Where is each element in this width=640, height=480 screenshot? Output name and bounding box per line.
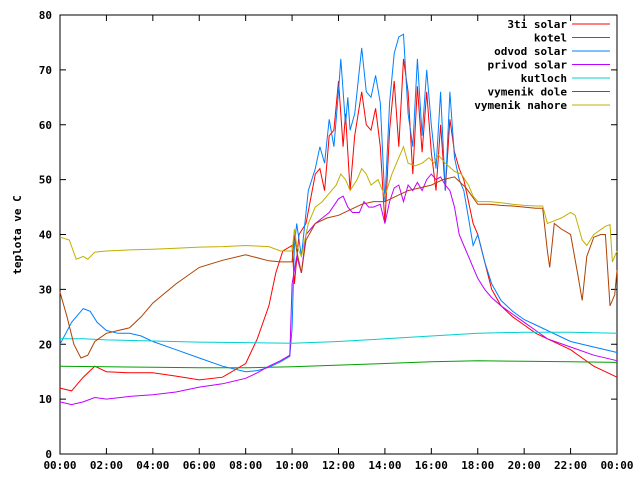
y-tick-label: 10: [39, 393, 52, 406]
x-tick-label: 06:00: [183, 459, 216, 472]
x-tick-label: 00:00: [600, 459, 633, 472]
x-tick-label: 00:00: [43, 459, 76, 472]
x-tick-label: 02:00: [90, 459, 123, 472]
y-tick-label: 0: [45, 448, 52, 461]
legend-label: 3ti solar: [507, 18, 567, 31]
x-tick-label: 12:00: [322, 459, 355, 472]
x-tick-label: 22:00: [554, 459, 587, 472]
series-line-3: [59, 173, 618, 406]
series-line-1: [59, 360, 618, 369]
x-tick-label: 20:00: [508, 459, 541, 472]
y-tick-label: 50: [39, 174, 52, 187]
y-tick-label: 30: [39, 283, 52, 296]
x-tick-label: 18:00: [461, 459, 494, 472]
legend-label: vymenik nahore: [474, 99, 567, 112]
y-axis-label: teplota ve C: [11, 195, 24, 274]
x-tick-label: 10:00: [276, 459, 309, 472]
series-line-6: [59, 145, 618, 263]
x-tick-label: 08:00: [229, 459, 262, 472]
y-tick-label: 20: [39, 338, 52, 351]
x-tick-label: 16:00: [415, 459, 448, 472]
legend-label: privod solar: [488, 59, 568, 72]
y-tick-label: 80: [39, 9, 52, 22]
y-tick-label: 70: [39, 64, 52, 77]
series-line-5: [59, 176, 618, 359]
y-tick-label: 40: [39, 229, 52, 242]
series-line-4: [60, 331, 618, 344]
legend-label: vymenik dole: [488, 86, 568, 99]
y-tick-label: 60: [39, 119, 52, 132]
x-tick-label: 14:00: [368, 459, 401, 472]
x-axis: 00:00 02:00 04:00 06:00 08:00 10:00 12:00 14:00…: [43, 15, 634, 472]
legend-label: kotel: [534, 32, 567, 45]
x-tick-label: 04:00: [136, 459, 169, 472]
legend-label: odvod solar: [494, 45, 567, 58]
y-axis: 0 10 20 30 40 50 60 70 80: [39, 9, 617, 461]
legend-label: kutloch: [521, 72, 567, 85]
series-group: [59, 33, 618, 406]
series-line-2: [59, 33, 618, 373]
